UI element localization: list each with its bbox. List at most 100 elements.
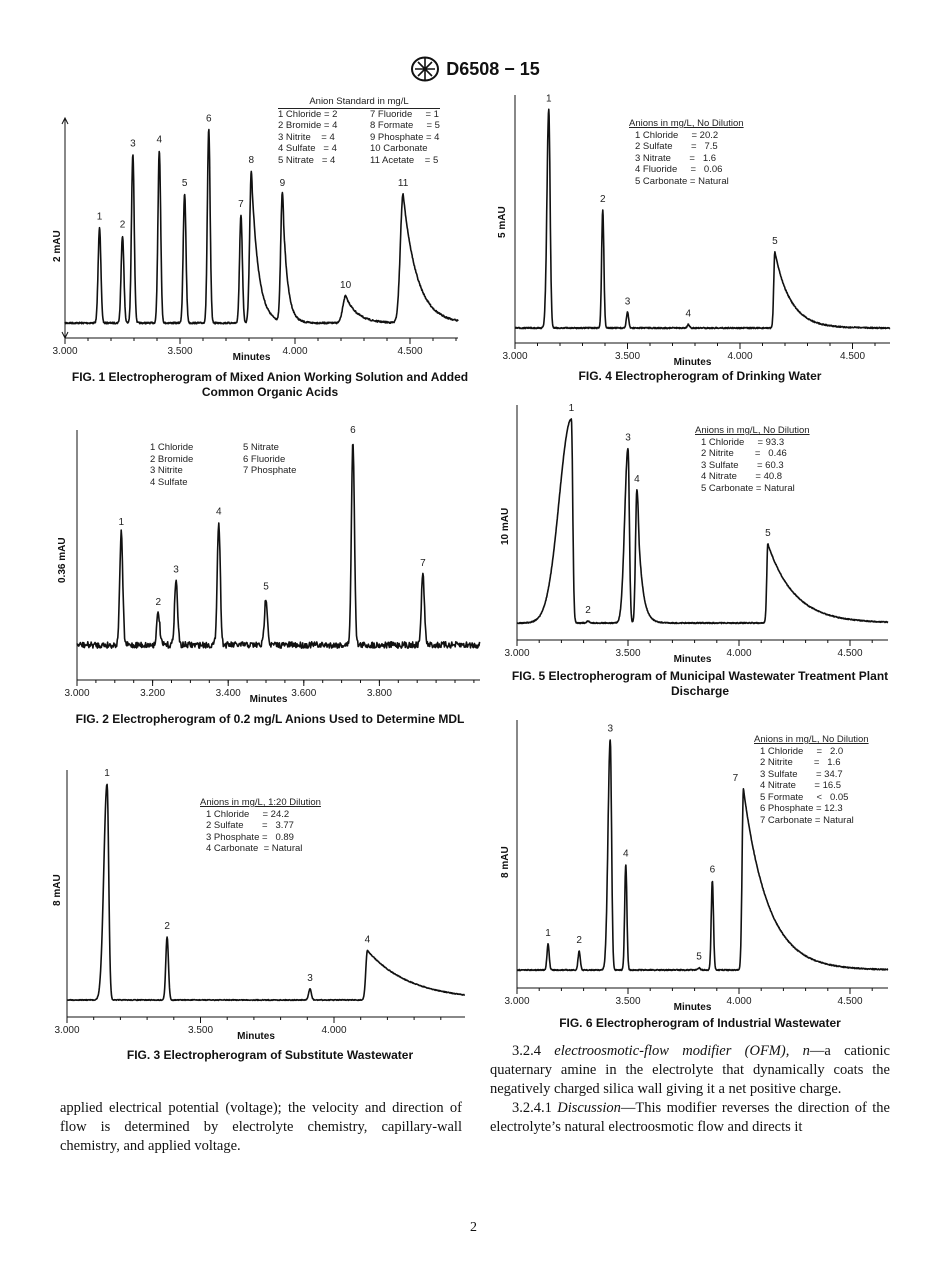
peak-label: 2 <box>576 935 582 946</box>
arrow-up-icon <box>61 116 69 125</box>
x-axis-label: Minutes <box>250 694 288 705</box>
fig6-trace <box>516 739 889 972</box>
x-axis-label: Minutes <box>674 654 712 665</box>
peak-label: 5 <box>696 952 702 963</box>
page-header: D6508 − 15 <box>0 54 950 84</box>
x-tick-label: 3.500 <box>615 648 640 659</box>
fig2-legend: 1 Chloride 5 Nitrate 2 Bromide 6 Fluoride 3 … <box>150 442 296 488</box>
x-tick-label: 4.500 <box>837 648 862 659</box>
legend-title: Anion Standard in mg/L <box>278 96 440 109</box>
peak-label: 1 <box>569 403 575 414</box>
legend-entry: 4 Sulfate <box>150 476 188 488</box>
peak-label: 11 <box>398 178 409 189</box>
legend-entry: 3 Sulfate = 60.3 <box>701 459 784 471</box>
legend-entry: 3 Nitrite = 4 <box>278 131 335 143</box>
legend-entry: 1 Chloride = 20.2 <box>635 129 719 141</box>
peak-label: 7 <box>420 558 426 569</box>
x-tick-label: 3.500 <box>615 351 640 362</box>
x-tick-label: 3.800 <box>367 688 392 699</box>
peak-label: 10 <box>340 280 352 291</box>
legend-entry: 3 Phosphate = 0.89 <box>206 831 294 843</box>
legend-entry <box>243 477 296 489</box>
legend-entry: 10 Carbonate <box>370 143 428 154</box>
discussion-label: Discussion <box>557 1100 621 1116</box>
x-tick-label: 4.000 <box>726 648 751 659</box>
x-tick-label: 3.000 <box>502 351 527 362</box>
fig1-trace <box>64 128 459 325</box>
peak-label: 6 <box>206 114 212 125</box>
x-tick-label: 3.400 <box>216 688 241 699</box>
legend-entry: 1 Chloride = 2.0 <box>760 745 844 757</box>
legend-entry: 3 Sulfate = 34.7 <box>760 768 843 780</box>
fig2-ylabel: 0.36 mAU <box>57 537 68 583</box>
fig2-caption: FIG. 2 Electropherogram of 0.2 mg/L Anio… <box>75 712 465 726</box>
legend-entry: 1 Chloride = 2 <box>278 108 338 120</box>
peak-label: 2 <box>120 220 126 231</box>
fig4-legend: Anions in mg/L, No Dilution 1 Chloride = … <box>629 118 744 187</box>
peak-label: 3 <box>625 296 631 307</box>
legend-entry: 1 Chloride = 93.3 <box>701 436 785 448</box>
peak-label: 4 <box>365 935 371 946</box>
x-tick-label: 3.000 <box>54 1025 79 1036</box>
peak-label: 1 <box>546 93 552 104</box>
legend-entry: 1 Chloride = 24.2 <box>206 808 290 820</box>
peak-label: 4 <box>157 134 163 145</box>
legend-entry: 4 Nitrate = 40.8 <box>701 471 783 482</box>
legend-entry: 3 Nitrite <box>150 465 183 476</box>
peak-label: 1 <box>118 517 124 528</box>
x-tick-label: 3.000 <box>52 346 77 357</box>
fig4-caption: FIG. 4 Electropherogram of Drinking Wate… <box>578 369 822 383</box>
fig5-legend: Anions in mg/L, No Dilution 1 Chloride = … <box>695 425 810 494</box>
fig3-trace <box>66 783 466 1002</box>
section-number: 3.2.4.1 <box>512 1100 558 1116</box>
peak-label: 3 <box>307 973 313 984</box>
legend-title: Anions in mg/L, 1:20 Dilution <box>200 797 321 808</box>
legend-entry: 6 Fluoride <box>243 453 286 465</box>
legend-entry: 2 Nitrite = 1.6 <box>760 757 841 768</box>
legend-entry: 6 Phosphate = 12.3 <box>760 803 843 814</box>
x-axis-label: Minutes <box>674 357 712 368</box>
fig1-legend: Anion Standard in mg/L 1 Chloride = 2 7 Fl… <box>278 96 440 166</box>
legend-entry: 4 Sulfate = 4 <box>278 143 337 154</box>
x-tick-label: 4.500 <box>840 351 865 362</box>
x-tick-label: 3.000 <box>504 996 529 1007</box>
page-number: 2 <box>470 1220 477 1235</box>
peak-label: 1 <box>97 211 103 222</box>
fig6-caption: FIG. 6 Electropherogram of Industrial Wa… <box>559 1016 841 1030</box>
legend-entry: 5 Formate < 0.05 <box>760 791 849 803</box>
peak-label: 3 <box>173 565 179 576</box>
fig1-caption: FIG. 1 Electropherogram of Mixed Anion W… <box>71 370 469 399</box>
legend-entry: 4 Fluoride = 0.06 <box>635 164 723 175</box>
x-axis-label: Minutes <box>233 352 271 363</box>
legend-entry: 5 Carbonate = Natural <box>635 175 729 187</box>
x-tick-label: 3.000 <box>64 688 89 699</box>
peak-label: 7 <box>238 199 244 210</box>
peak-label: 4 <box>634 474 640 485</box>
left-column-paragraph: applied electrical potential (voltage); … <box>60 1100 462 1154</box>
peak-label: 5 <box>765 528 771 539</box>
peak-label: 7 <box>733 773 739 784</box>
x-tick-label: 4.500 <box>397 346 422 357</box>
peak-label: 1 <box>104 768 110 779</box>
legend-title: Anions in mg/L, No Dilution <box>754 734 869 745</box>
fig5-caption: FIG. 5 Electropherogram of Municipal Was… <box>511 669 889 698</box>
peak-label: 6 <box>350 425 356 436</box>
fig6-legend: Anions in mg/L, No Dilution 1 Chloride = … <box>754 734 869 826</box>
fig4-ylabel: 5 mAU <box>497 206 508 238</box>
peak-label: 1 <box>545 928 551 939</box>
x-tick-label: 3.500 <box>188 1025 213 1036</box>
peak-label: 3 <box>130 139 136 150</box>
legend-entry: 2 Sulfate = 7.5 <box>635 141 718 152</box>
x-tick-label: 3.500 <box>167 346 192 357</box>
defined-term: electroosmotic-flow modifier (OFM), n <box>554 1043 810 1059</box>
fig3-caption: FIG. 3 Electropherogram of Substitute Wa… <box>126 1048 414 1062</box>
legend-entry: 5 Nitrate <box>243 442 279 453</box>
legend-entry: 2 Bromide <box>150 453 194 465</box>
legend-entry: 7 Carbonate = Natural <box>760 814 854 826</box>
fig3-ylabel: 8 mAU <box>52 874 63 906</box>
x-axis-label: Minutes <box>674 1002 712 1013</box>
legend-entry: 2 Bromide = 4 <box>278 120 338 131</box>
legend-entry: 4 Nitrate = 16.5 <box>760 780 842 791</box>
astm-logo-icon <box>411 56 440 82</box>
peak-label: 3 <box>607 724 613 735</box>
